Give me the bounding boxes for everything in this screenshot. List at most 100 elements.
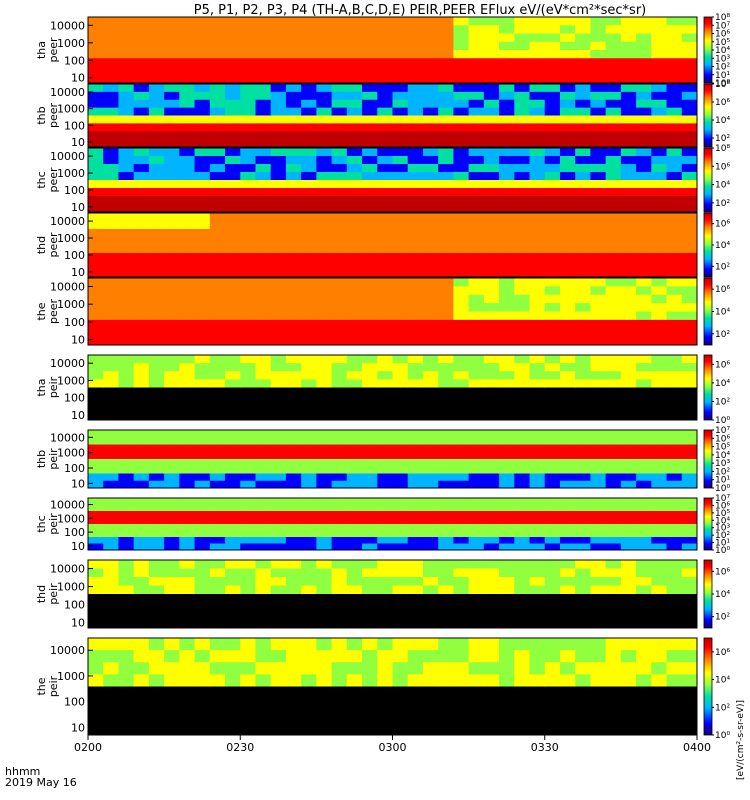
- heatmap-cell: [636, 504, 652, 512]
- heatmap-cell: [620, 511, 637, 518]
- heatmap-cell: [316, 466, 333, 474]
- heatmap-cell: [240, 466, 256, 474]
- heatmap-cell: [148, 156, 165, 165]
- heatmap-cell: [88, 459, 104, 467]
- heatmap-cell: [620, 594, 637, 603]
- heatmap-cell: [164, 156, 180, 165]
- heatmap-cell: [346, 50, 363, 59]
- heatmap-cell: [194, 437, 211, 445]
- heatmap-cell: [407, 148, 424, 157]
- heatmap-cell: [225, 50, 241, 59]
- heatmap-cell: [499, 278, 515, 287]
- heatmap-cell: [133, 50, 150, 59]
- heatmap-cell: [529, 237, 546, 246]
- heatmap-cell: [651, 303, 668, 313]
- heatmap-cell: [148, 568, 165, 578]
- heatmap-cell: [133, 577, 150, 586]
- heatmap-cell: [209, 585, 226, 595]
- heatmap-cell: [377, 66, 393, 76]
- heatmap-cell: [240, 58, 256, 67]
- heatmap-cell: [544, 172, 561, 181]
- heatmap-cell: [362, 473, 378, 482]
- heatmap-cell: [514, 66, 531, 76]
- heatmap-cell: [605, 139, 622, 148]
- heatmap-cell: [377, 286, 393, 296]
- heatmap-cell: [422, 58, 439, 67]
- heatmap-cell: [255, 638, 272, 651]
- heatmap-cell: [529, 560, 546, 569]
- heatmap-cell: [392, 480, 409, 489]
- heatmap-cell: [620, 437, 637, 445]
- heatmap-cell: [118, 294, 135, 304]
- heatmap-cell: [651, 710, 668, 724]
- heatmap-cell: [438, 91, 454, 101]
- heatmap-cell: [407, 594, 424, 603]
- heatmap-cell: [453, 172, 470, 181]
- heatmap-cell: [681, 164, 698, 173]
- heatmap-cell: [362, 594, 378, 603]
- heatmap-cell: [438, 638, 454, 651]
- heatmap-cell: [194, 164, 211, 173]
- heatmap-cell: [544, 480, 561, 489]
- heatmap-cell: [377, 213, 393, 222]
- heatmap-cell: [559, 164, 576, 173]
- heatmap-cell: [636, 99, 652, 109]
- y-tick-label: 10: [71, 334, 85, 347]
- heatmap-cell: [590, 294, 607, 304]
- heatmap-cell: [225, 156, 241, 165]
- heatmap-cell: [255, 253, 272, 262]
- heatmap-cell: [346, 594, 363, 603]
- heatmap-cell: [666, 710, 683, 724]
- heatmap-cell: [453, 139, 470, 148]
- heatmap-cell: [301, 524, 317, 531]
- heatmap-cell: [164, 577, 180, 586]
- heatmap-cell: [225, 577, 241, 586]
- heatmap-cell: [88, 480, 104, 489]
- heatmap-cell: [422, 411, 439, 421]
- heatmap-cell: [636, 319, 652, 329]
- heatmap-cell: [164, 722, 180, 736]
- heatmap-cell: [240, 311, 256, 321]
- heatmap-cell: [575, 319, 591, 329]
- heatmap-cell: [346, 395, 363, 405]
- heatmap-cell: [179, 294, 196, 304]
- colorbar-tick-label: 10⁴: [715, 676, 730, 686]
- heatmap-cell: [118, 336, 135, 346]
- heatmap-cell: [301, 543, 317, 551]
- heatmap-cell: [148, 530, 165, 538]
- heatmap-cell: [377, 459, 393, 467]
- heatmap-cell: [164, 261, 180, 270]
- heatmap-cell: [468, 371, 485, 380]
- heatmap-cell: [453, 543, 470, 551]
- panel-frame: [87, 212, 698, 278]
- heatmap-cell: [346, 577, 363, 586]
- heatmap-cell: [88, 379, 104, 389]
- heatmap-cell: [407, 395, 424, 405]
- heatmap-cell: [590, 674, 607, 688]
- heatmap-cell: [179, 50, 196, 59]
- heatmap-cell: [301, 602, 317, 612]
- heatmap-cell: [681, 294, 698, 304]
- heatmap-cell: [240, 294, 256, 304]
- heatmap-cell: [681, 237, 698, 246]
- heatmap-cell: [422, 328, 439, 338]
- heatmap-cell: [666, 115, 683, 124]
- heatmap-cell: [544, 84, 561, 93]
- heatmap-cell: [240, 524, 256, 531]
- heatmap-cell: [301, 577, 317, 586]
- heatmap-cell: [346, 611, 363, 620]
- heatmap-cell: [514, 115, 531, 124]
- heatmap-cell: [240, 619, 256, 629]
- heatmap-cell: [590, 156, 607, 165]
- heatmap-cell: [438, 619, 454, 629]
- heatmap-cell: [377, 311, 393, 321]
- y-tick-label: 1000: [57, 512, 85, 525]
- heatmap-cell: [209, 180, 226, 189]
- heatmap-cell: [559, 395, 576, 405]
- heatmap-cell: [285, 91, 302, 101]
- heatmap-cell: [559, 58, 576, 67]
- heatmap-cell: [225, 568, 241, 578]
- heatmap-cell: [331, 303, 348, 313]
- heatmap-cell: [270, 148, 287, 157]
- heatmap-cell: [392, 131, 409, 140]
